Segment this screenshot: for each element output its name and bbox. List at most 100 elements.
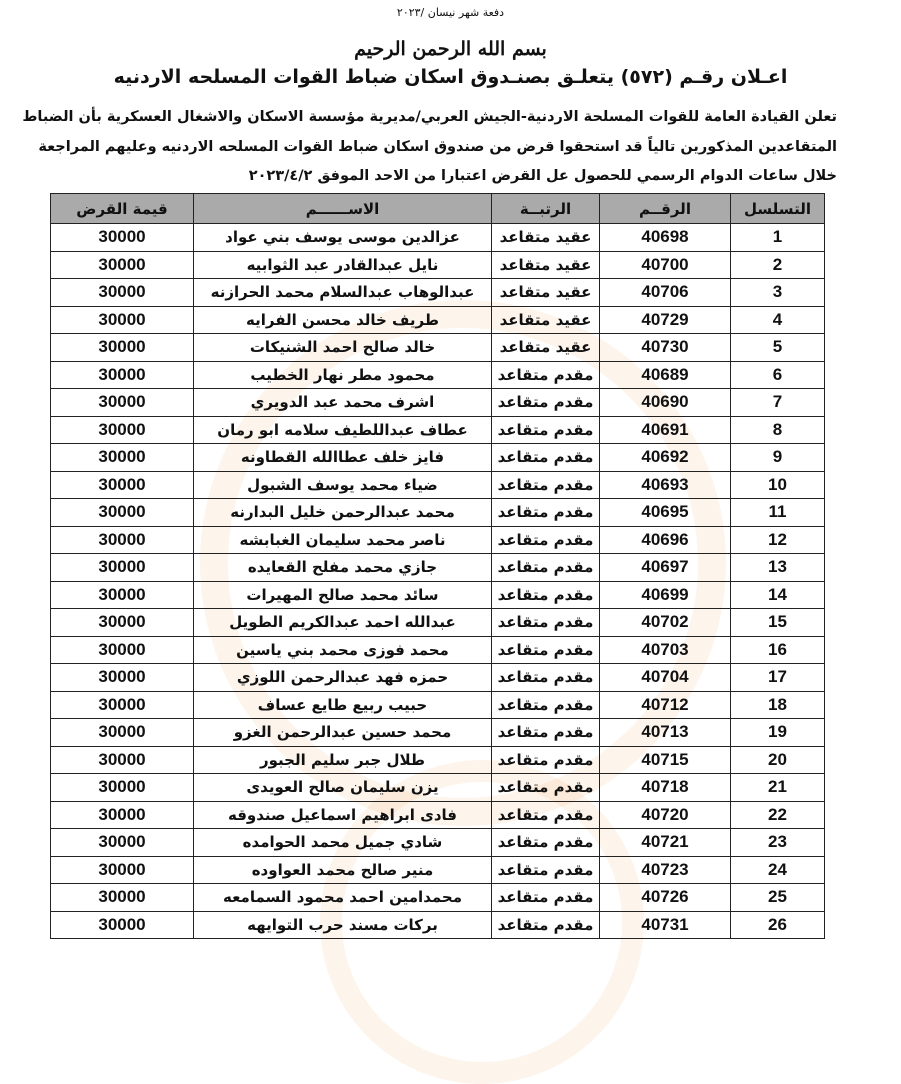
rank-cell: مقدم متقاعد: [491, 443, 600, 472]
loan-cell: 30000: [50, 910, 194, 939]
name-cell: شادي جميل محمد الحوامده: [193, 828, 492, 857]
rank-cell: عقيد متقاعد: [491, 250, 600, 279]
serial-cell: 18: [730, 690, 825, 719]
name-cell: محمد عبدالرحمن خليل البدارنه: [193, 498, 492, 527]
name-cell: منير صالح محمد العواوده: [193, 855, 492, 884]
name-cell: خالد صالح احمد الشنيكات: [193, 333, 492, 362]
header-name: الاســــــم: [193, 193, 492, 224]
paragraph-line: المتقاعدين المذكورين تالياً قد استحقوا ق…: [38, 138, 837, 155]
loan-cell: 30000: [50, 745, 194, 774]
rank-cell: مقدم متقاعد: [491, 635, 600, 664]
table-row: 4 40729 عقيد متقاعد طريف خالد محسن الفرايه 3…: [50, 305, 825, 334]
number-cell: 40730: [599, 333, 731, 362]
loan-cell: 30000: [50, 608, 194, 637]
rank-cell: عقيد متقاعد: [491, 278, 600, 307]
table-row: 25 40726 مقدم متقاعد محمدامين احمد محمود ال…: [50, 883, 825, 912]
serial-cell: 26: [730, 910, 825, 939]
serial-cell: 10: [730, 470, 825, 499]
loan-cell: 30000: [50, 828, 194, 857]
table-row: 13 40697 مقدم متقاعد جازي محمد مفلح القعايد…: [50, 553, 825, 582]
table-row: 16 40703 مقدم متقاعد محمد فوزى محمد بني ياس…: [50, 635, 825, 664]
name-cell: محمدامين احمد محمود السمامعه: [193, 883, 492, 912]
loan-cell: 30000: [50, 525, 194, 554]
number-cell: 40712: [599, 690, 731, 719]
name-cell: ضياء محمد يوسف الشبول: [193, 470, 492, 499]
table-row: 2 40700 عقيد متقاعد نايل عبدالقادر عبد الثو…: [50, 250, 825, 279]
serial-cell: 4: [730, 305, 825, 334]
paragraph-line: خلال ساعات الدوام الرسمي للحصول عل القرض…: [248, 168, 837, 184]
number-cell: 40721: [599, 828, 731, 857]
rank-cell: مقدم متقاعد: [491, 910, 600, 939]
number-cell: 40692: [599, 443, 731, 472]
table-row: 9 40692 مقدم متقاعد فايز خلف عطاالله القطاو…: [50, 443, 825, 472]
name-cell: محمد حسين عبدالرحمن الغزو: [193, 718, 492, 747]
name-cell: طلال جبر سليم الجبور: [193, 745, 492, 774]
number-cell: 40704: [599, 663, 731, 692]
number-cell: 40713: [599, 718, 731, 747]
serial-cell: 16: [730, 635, 825, 664]
loan-cell: 30000: [50, 388, 194, 417]
name-cell: فايز خلف عطاالله القطاونه: [193, 443, 492, 472]
rank-cell: مقدم متقاعد: [491, 745, 600, 774]
name-cell: عبدالوهاب عبدالسلام محمد الحرازنه: [193, 278, 492, 307]
number-cell: 40693: [599, 470, 731, 499]
name-cell: نايل عبدالقادر عبد الثوابيه: [193, 250, 492, 279]
serial-cell: 21: [730, 773, 825, 802]
loan-cell: 30000: [50, 333, 194, 362]
loan-cell: 30000: [50, 800, 194, 829]
loan-cell: 30000: [50, 470, 194, 499]
name-cell: يزن سليمان صالح العويدى: [193, 773, 492, 802]
announcement-title: اعـلان رقـم (٥٧٢) يتعلـق بصنـدوق اسكان ض…: [113, 66, 788, 88]
serial-cell: 17: [730, 663, 825, 692]
number-cell: 40703: [599, 635, 731, 664]
header-number: الرقــم: [599, 193, 731, 224]
rank-cell: عقيد متقاعد: [491, 223, 600, 252]
serial-cell: 3: [730, 278, 825, 307]
name-cell: فادى ابراهيم اسماعيل صندوقه: [193, 800, 492, 829]
rank-cell: مقدم متقاعد: [491, 388, 600, 417]
loan-cell: 30000: [50, 690, 194, 719]
number-cell: 40698: [599, 223, 731, 252]
number-cell: 40702: [599, 608, 731, 637]
table-row: 21 40718 مقدم متقاعد يزن سليمان صالح العويد…: [50, 773, 825, 802]
loan-cell: 30000: [50, 773, 194, 802]
name-cell: جازي محمد مفلح القعايده: [193, 553, 492, 582]
table-row: 20 40715 مقدم متقاعد طلال جبر سليم الجبور 30…: [50, 745, 825, 774]
number-cell: 40691: [599, 415, 731, 444]
name-cell: اشرف محمد عبد الدويري: [193, 388, 492, 417]
serial-cell: 20: [730, 745, 825, 774]
rank-cell: مقدم متقاعد: [491, 663, 600, 692]
table-row: 7 40690 مقدم متقاعد اشرف محمد عبد الدويري 30…: [50, 388, 825, 417]
name-cell: محمود مطر نهار الخطيب: [193, 360, 492, 389]
number-cell: 40731: [599, 910, 731, 939]
number-cell: 40697: [599, 553, 731, 582]
name-cell: عزالدين موسى يوسف بني عواد: [193, 223, 492, 252]
name-cell: بركات مسند حرب التوايهه: [193, 910, 492, 939]
announcement-paragraph: تعلن القيادة العامة للقوات المسلحة الارد…: [22, 103, 837, 192]
batch-label: دفعة شهر نيسان /٢٠٢٣: [396, 6, 505, 19]
officers-table: التسلسل الرقــم الرتبــة الاســــــم قيم…: [50, 193, 825, 939]
rank-cell: مقدم متقاعد: [491, 498, 600, 527]
serial-cell: 23: [730, 828, 825, 857]
name-cell: عبدالله احمد عبدالكريم الطويل: [193, 608, 492, 637]
table-row: 10 40693 مقدم متقاعد ضياء محمد يوسف الشبول 3…: [50, 470, 825, 499]
table-row: 15 40702 مقدم متقاعد عبدالله احمد عبدالكريم…: [50, 608, 825, 637]
table-row: 23 40721 مقدم متقاعد شادي جميل محمد الحوامد…: [50, 828, 825, 857]
table-row: 12 40696 مقدم متقاعد ناصر محمد سليمان الغبا…: [50, 525, 825, 554]
name-cell: حمزه فهد عبدالرحمن اللوزي: [193, 663, 492, 692]
loan-cell: 30000: [50, 553, 194, 582]
table-header-row: التسلسل الرقــم الرتبــة الاســــــم قيم…: [50, 193, 825, 224]
table-row: 18 40712 مقدم متقاعد حبيب ربيع طايع عساف 300…: [50, 690, 825, 719]
loan-cell: 30000: [50, 718, 194, 747]
rank-cell: مقدم متقاعد: [491, 360, 600, 389]
number-cell: 40726: [599, 883, 731, 912]
serial-cell: 8: [730, 415, 825, 444]
number-cell: 40706: [599, 278, 731, 307]
loan-cell: 30000: [50, 498, 194, 527]
paragraph-line: تعلن القيادة العامة للقوات المسلحة الارد…: [22, 109, 837, 125]
loan-cell: 30000: [50, 635, 194, 664]
header-serial: التسلسل: [730, 193, 825, 224]
serial-cell: 2: [730, 250, 825, 279]
table-row: 5 40730 عقيد متقاعد خالد صالح احمد الشنيكات…: [50, 333, 825, 362]
rank-cell: مقدم متقاعد: [491, 855, 600, 884]
